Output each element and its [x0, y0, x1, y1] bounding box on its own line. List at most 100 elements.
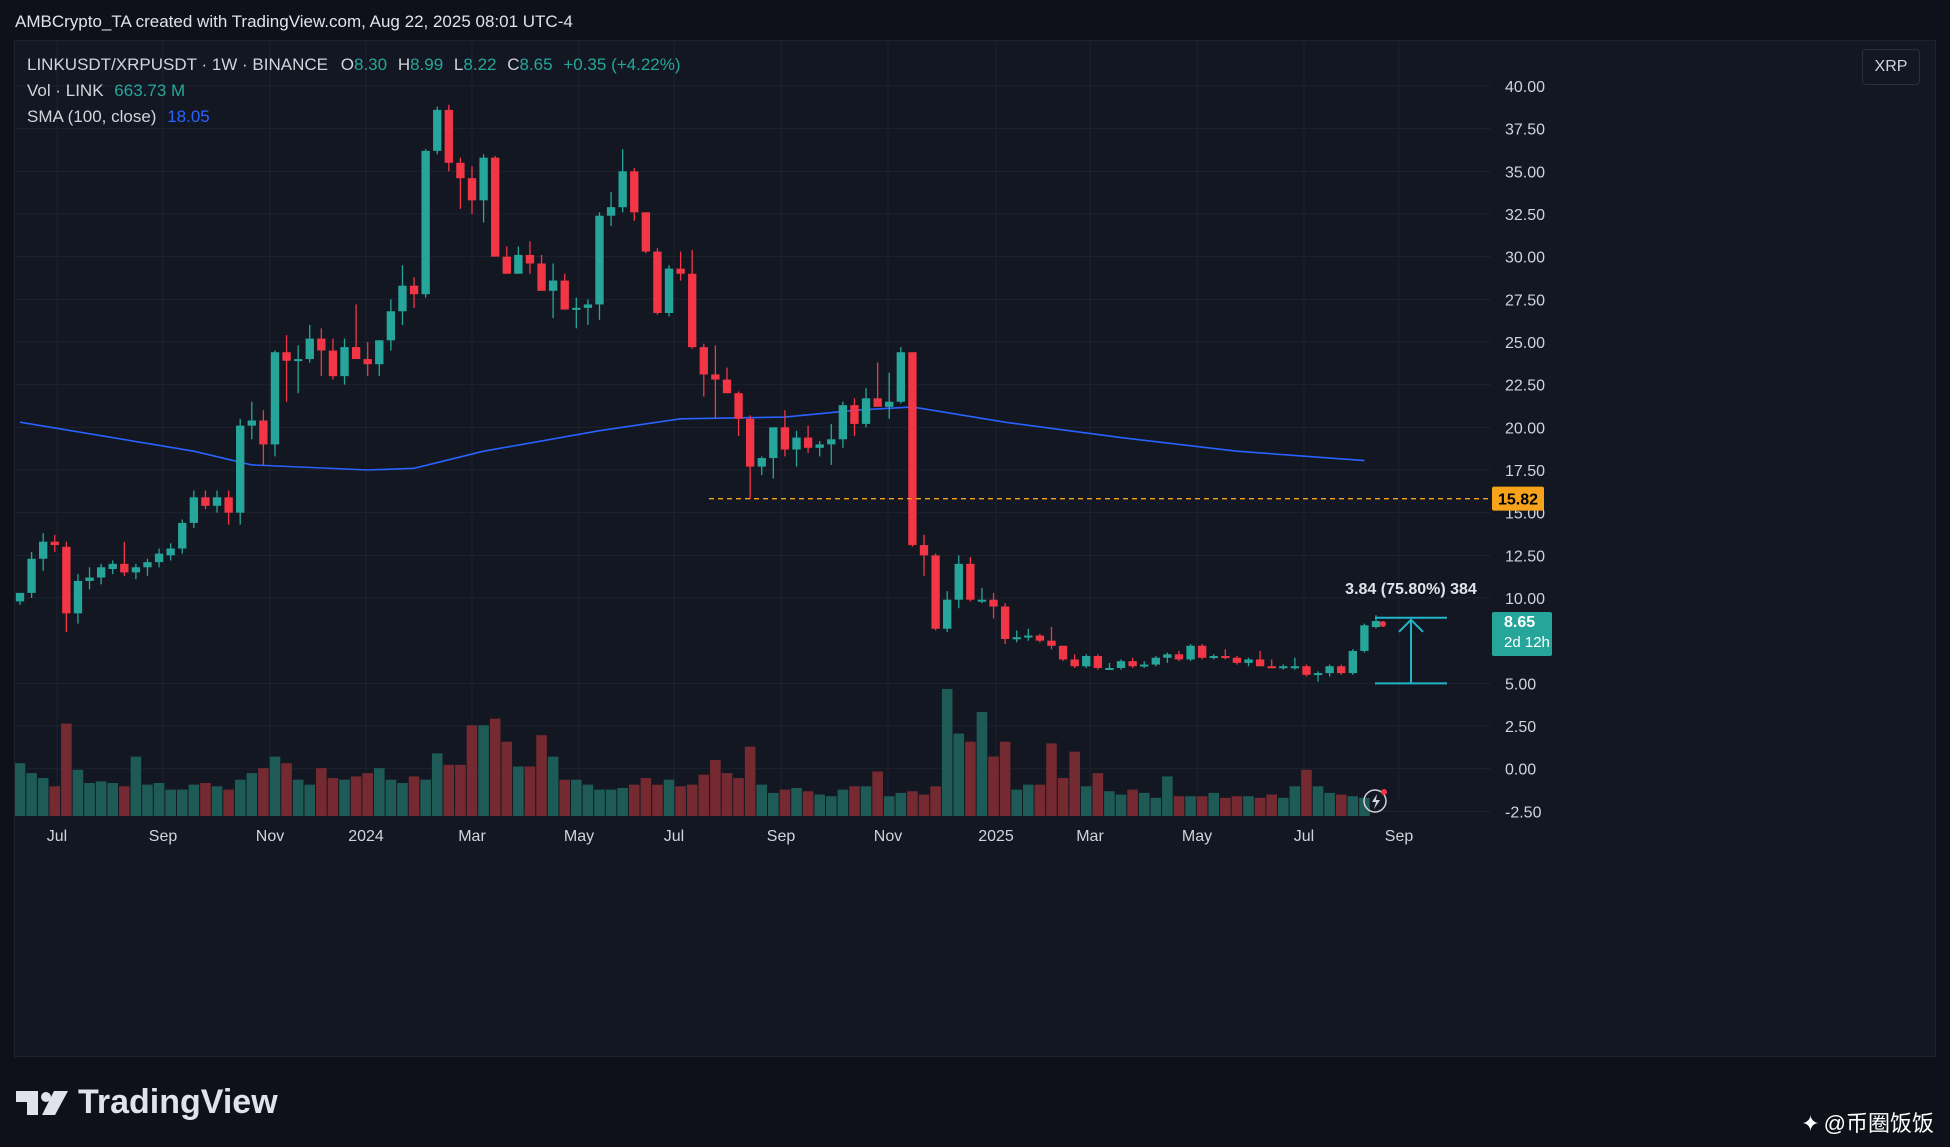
candle-body[interactable] [919, 545, 929, 556]
candle-body[interactable] [189, 497, 199, 523]
candle-body[interactable] [108, 563, 117, 569]
legend-volume-label[interactable]: Vol · LINK [27, 81, 104, 100]
candle-body[interactable] [803, 437, 813, 448]
candle-body[interactable] [1093, 656, 1103, 668]
candle-body[interactable] [143, 562, 152, 568]
candle-body[interactable] [398, 285, 407, 312]
candle-body[interactable] [1163, 654, 1172, 658]
candle-body[interactable] [525, 254, 535, 264]
candle-body[interactable] [560, 280, 569, 310]
candle-body[interactable] [514, 254, 523, 274]
candle-body[interactable] [444, 109, 453, 163]
compare-symbol-button[interactable]: XRP [1862, 49, 1920, 85]
candle-body[interactable] [270, 352, 280, 445]
candle-body[interactable] [224, 497, 233, 513]
candle-body[interactable] [537, 263, 546, 291]
candle-body[interactable] [827, 439, 836, 445]
candle-body[interactable] [1337, 666, 1346, 674]
candle-body[interactable] [618, 171, 627, 208]
candle-body[interactable] [1197, 645, 1207, 658]
candle-body[interactable] [641, 212, 651, 252]
candle-body[interactable] [1348, 650, 1357, 674]
candle-body[interactable] [780, 427, 790, 450]
candle-body[interactable] [1371, 621, 1381, 628]
candle-body[interactable] [1279, 666, 1288, 669]
candle-body[interactable] [653, 251, 662, 313]
tradingview-logo[interactable]: TradingView [16, 1083, 278, 1122]
replay-lightning-icon[interactable] [1363, 789, 1387, 813]
candle-body[interactable] [73, 580, 83, 614]
candle-body[interactable] [15, 592, 25, 602]
candle-body[interactable] [1255, 659, 1265, 667]
candle-body[interactable] [1024, 635, 1033, 638]
candle-body[interactable] [120, 563, 129, 573]
candle-body[interactable] [409, 285, 419, 295]
legend-symbol[interactable]: LINKUSDT/XRPUSDT · 1W · BINANCE [27, 55, 329, 74]
candle-body[interactable] [1360, 625, 1369, 651]
candle-body[interactable] [745, 418, 755, 467]
candle-body[interactable] [340, 347, 349, 377]
candle-body[interactable] [467, 178, 477, 201]
candle-body[interactable] [154, 553, 164, 563]
candle-body[interactable] [479, 157, 488, 201]
legend-sma-label[interactable]: SMA (100, close) [27, 107, 157, 126]
candle-body[interactable] [328, 350, 338, 377]
candle-body[interactable] [1082, 656, 1091, 667]
candle-body[interactable] [606, 207, 616, 216]
candle-body[interactable] [630, 171, 639, 213]
candle-body[interactable] [977, 599, 987, 602]
candle-body[interactable] [236, 425, 245, 513]
candle-body[interactable] [722, 379, 732, 394]
candle-body[interactable] [282, 352, 291, 361]
candle-body[interactable] [363, 359, 372, 365]
candle-body[interactable] [885, 401, 894, 407]
candle-body[interactable] [27, 558, 36, 593]
candle-body[interactable] [989, 599, 998, 607]
candle-body[interactable] [1186, 645, 1195, 660]
candle-body[interactable] [664, 268, 674, 313]
candle-body[interactable] [1151, 657, 1160, 665]
candle-body[interactable] [757, 458, 766, 467]
candle-body[interactable] [838, 405, 848, 440]
candle-body[interactable] [375, 340, 384, 365]
candle-body[interactable] [166, 548, 175, 556]
candle-body[interactable] [201, 497, 210, 506]
candle-body[interactable] [317, 338, 326, 351]
candle-body[interactable] [39, 541, 48, 559]
candle-body[interactable] [595, 215, 604, 305]
candle-body[interactable] [259, 420, 268, 445]
candle-body[interactable] [896, 352, 905, 402]
candle-body[interactable] [1267, 666, 1276, 669]
candle-body[interactable] [792, 437, 801, 450]
candle-body[interactable] [1070, 659, 1079, 667]
candle-body[interactable] [711, 374, 720, 380]
candle-body[interactable] [178, 522, 187, 549]
candle-body[interactable] [688, 273, 697, 348]
candle-body[interactable] [583, 304, 593, 308]
candle-body[interactable] [1313, 673, 1323, 676]
candle-body[interactable] [351, 347, 361, 360]
candle-body[interactable] [769, 427, 778, 459]
candle-body[interactable] [954, 563, 963, 600]
candle-body[interactable] [873, 398, 882, 407]
candle-body[interactable] [1174, 654, 1184, 660]
candle-body[interactable] [1105, 667, 1114, 670]
candle-body[interactable] [386, 311, 396, 341]
candle-body[interactable] [734, 393, 743, 419]
candle-body[interactable] [456, 162, 465, 179]
candle-body[interactable] [572, 307, 581, 310]
candle-body[interactable] [212, 497, 222, 506]
candle-body[interactable] [931, 555, 940, 629]
candle-body[interactable] [1128, 661, 1137, 667]
candle-body[interactable] [1325, 666, 1334, 674]
candle-body[interactable] [943, 599, 952, 629]
candle-body[interactable] [676, 268, 685, 274]
candle-body[interactable] [1209, 656, 1218, 659]
candle-body[interactable] [1221, 656, 1230, 659]
candle-body[interactable] [1290, 666, 1300, 669]
candle-body[interactable] [861, 398, 871, 424]
candle-body[interactable] [1232, 657, 1242, 663]
candle-body[interactable] [305, 338, 314, 360]
candle-body[interactable] [1302, 666, 1311, 675]
candle-body[interactable] [548, 280, 558, 291]
